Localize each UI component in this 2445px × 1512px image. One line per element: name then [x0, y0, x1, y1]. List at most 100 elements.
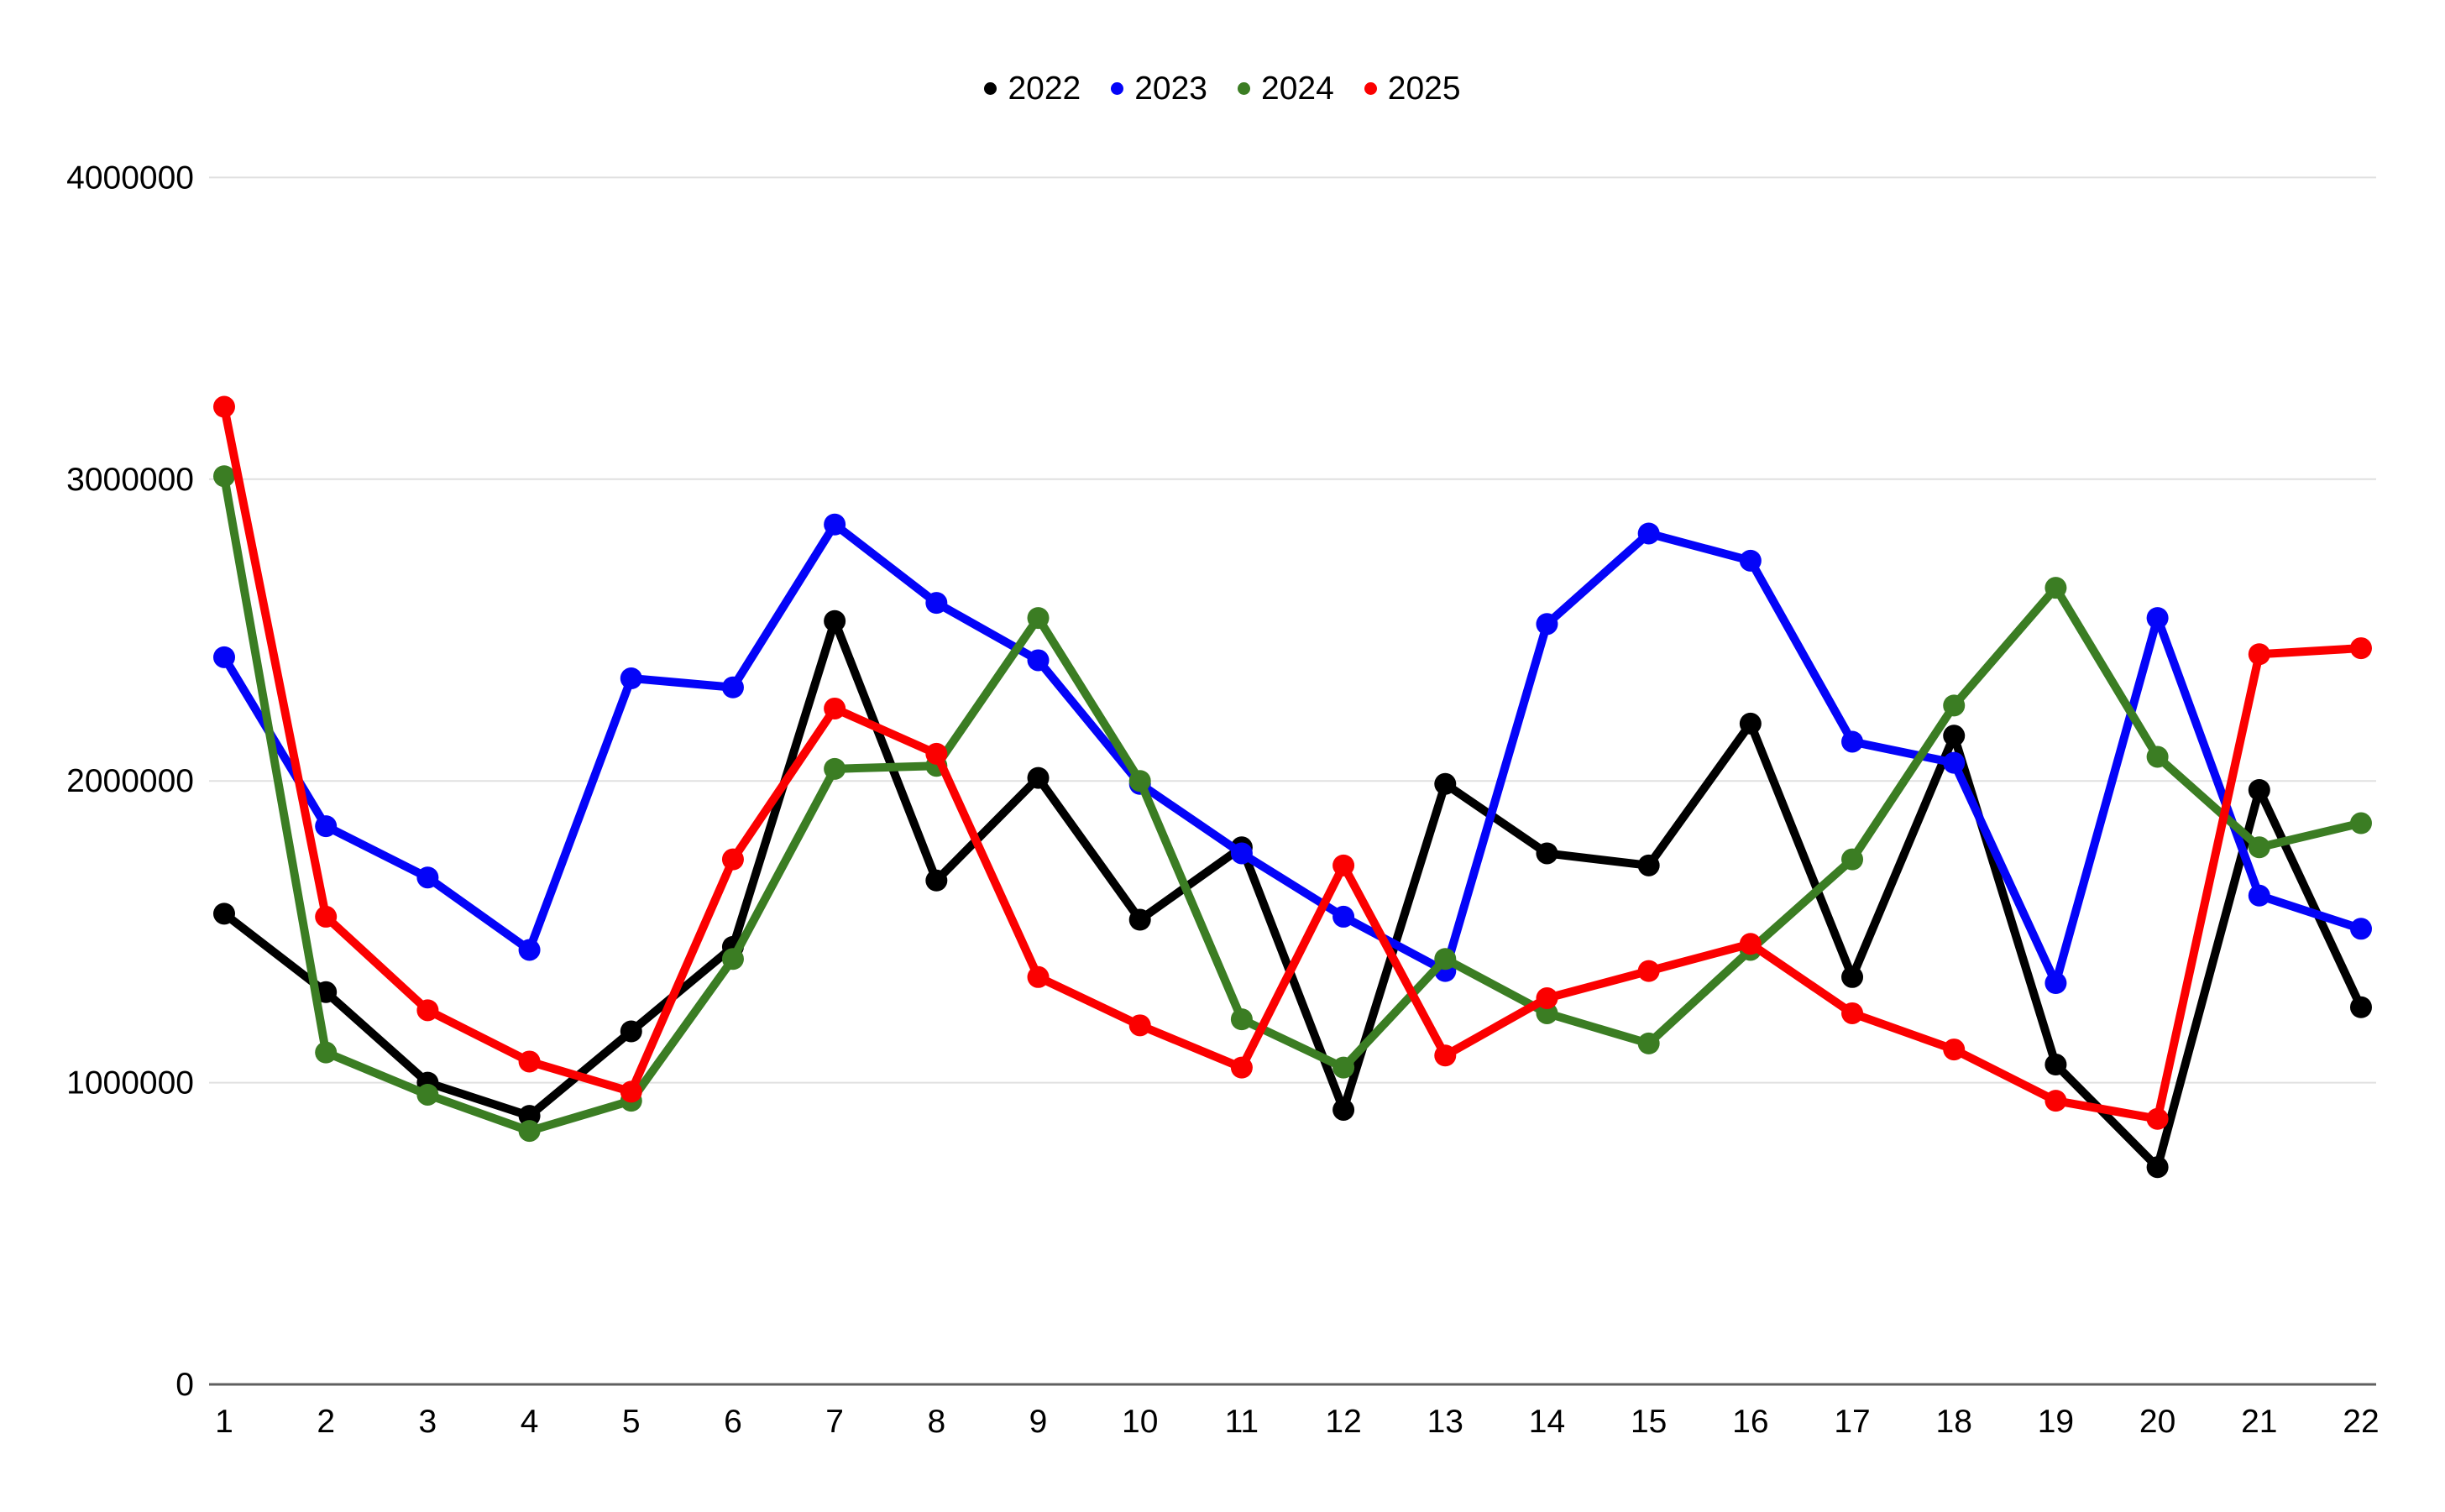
series-2025-point-13: [1434, 1044, 1457, 1067]
series-2025-point-21: [2248, 643, 2270, 666]
x-tick-label-21: 21: [2241, 1404, 2277, 1440]
x-tick-label-11: 11: [1225, 1404, 1259, 1440]
x-tick-label-6: 6: [724, 1404, 742, 1440]
legend-label-2022: 2022: [1008, 71, 1081, 107]
legend-dot-2023-icon: [1111, 82, 1124, 95]
series-2022-point-16: [1739, 712, 1762, 735]
x-tick-label-18: 18: [1936, 1404, 1972, 1440]
series-2025-point-4: [518, 1050, 541, 1073]
x-tick-label-14: 14: [1529, 1404, 1565, 1440]
series-2024-point-3: [416, 1083, 439, 1106]
series-2025-point-20: [2146, 1107, 2169, 1130]
series-2022-point-8: [925, 869, 948, 892]
series-2023-point-7: [824, 513, 846, 536]
series-2024-point-6: [721, 948, 744, 971]
y-tick-label-0: 0: [175, 1367, 194, 1403]
series-2025-point-14: [1536, 986, 1558, 1009]
series-2023-line: [220, 520, 2365, 987]
series-2025-point-10: [1128, 1014, 1151, 1037]
series-2025-point-6: [721, 848, 744, 871]
x-tick-label-20: 20: [2139, 1404, 2175, 1440]
series-2025-point-9: [1027, 965, 1050, 988]
series-2023-point-3: [416, 866, 439, 889]
y-tick-label-4000000: 4000000: [66, 160, 194, 196]
series-2022-point-14: [1536, 842, 1558, 865]
series-2024-point-19: [2044, 577, 2067, 599]
x-tick-label-22: 22: [2343, 1404, 2379, 1440]
series-2023-point-14: [1536, 613, 1558, 636]
legend-item-2023[interactable]: 2023: [1111, 72, 1207, 105]
series-2024-point-13: [1434, 948, 1457, 971]
series-2023-point-9: [1027, 649, 1050, 672]
chart-legend: 2022 2023 2024 2025: [0, 72, 2445, 105]
y-tick-label-2000000: 2000000: [66, 763, 194, 799]
series-2024-point-15: [1637, 1032, 1660, 1054]
series-2024-point-2: [315, 1041, 338, 1064]
x-tick-label-16: 16: [1732, 1404, 1768, 1440]
x-tick-label-7: 7: [825, 1404, 844, 1440]
legend-item-2024[interactable]: 2024: [1238, 72, 1334, 105]
series-2025-point-3: [416, 999, 439, 1022]
series-2025-point-2: [315, 905, 338, 928]
series-2023-point-20: [2146, 607, 2169, 630]
x-tick-label-12: 12: [1325, 1404, 1361, 1440]
series-2022-point-20: [2146, 1156, 2169, 1179]
series-2023-point-1: [213, 646, 235, 668]
legend-item-2025[interactable]: 2025: [1364, 72, 1461, 105]
x-tick-label-5: 5: [622, 1404, 641, 1440]
legend-dot-2024-icon: [1238, 82, 1250, 95]
x-tick-label-1: 1: [215, 1404, 233, 1440]
series-2025-point-22: [2349, 637, 2372, 660]
series-2022-point-4: [518, 1105, 541, 1127]
series-2025-point-7: [824, 697, 846, 719]
x-tick-label-17: 17: [1834, 1404, 1870, 1440]
series-2025-point-5: [620, 1080, 642, 1103]
series-2025-point-18: [1943, 1039, 1966, 1061]
series-2023-point-19: [2044, 971, 2067, 994]
series-2022-point-15: [1637, 854, 1660, 876]
series-2022-point-17: [1841, 965, 1864, 988]
series-2025-point-1: [213, 395, 235, 418]
series-2022-point-7: [824, 610, 846, 632]
series-2025-point-8: [925, 742, 948, 765]
series-2023-point-17: [1841, 730, 1864, 753]
legend-label-2025: 2025: [1387, 71, 1461, 107]
series-2024-point-7: [824, 757, 846, 780]
series-2025-point-19: [2044, 1090, 2067, 1112]
series-2022-point-19: [2044, 1054, 2067, 1076]
series-2024-point-14: [1536, 1002, 1558, 1024]
x-tick-label-19: 19: [2038, 1404, 2074, 1440]
legend-dot-2025-icon: [1364, 82, 1377, 95]
series-2023-point-15: [1637, 522, 1660, 545]
series-2025-point-11: [1230, 1056, 1253, 1079]
series-2025-point-17: [1841, 1002, 1864, 1024]
series-2023-point-12: [1332, 905, 1355, 928]
series-2022-point-10: [1128, 908, 1151, 931]
series-2025-point-16: [1739, 933, 1762, 955]
series-2022-point-22: [2349, 996, 2372, 1018]
legend-label-2024: 2024: [1261, 71, 1334, 107]
legend-dot-2022-icon: [984, 82, 997, 95]
series-2022-point-9: [1027, 766, 1050, 789]
series-2023-point-18: [1943, 751, 1966, 774]
series-2022-point-12: [1332, 1098, 1355, 1121]
series-2022-point-21: [2248, 778, 2270, 801]
y-tick-label-3000000: 3000000: [66, 462, 194, 498]
series-2022-point-18: [1943, 725, 1966, 747]
x-tick-label-8: 8: [927, 1404, 945, 1440]
series-2024-point-22: [2349, 812, 2372, 834]
series-2024-point-4: [518, 1120, 541, 1143]
series-2024-point-10: [1128, 770, 1151, 793]
series-2023-point-16: [1739, 549, 1762, 572]
series-2025-line: [220, 402, 2365, 1123]
legend-label-2023: 2023: [1134, 71, 1207, 107]
x-tick-label-3: 3: [419, 1404, 437, 1440]
x-tick-label-15: 15: [1631, 1404, 1667, 1440]
series-2023-point-5: [620, 667, 642, 690]
series-2023-point-11: [1230, 842, 1253, 865]
series-2025-point-15: [1637, 960, 1660, 982]
legend-item-2022[interactable]: 2022: [984, 72, 1081, 105]
series-2023-point-6: [721, 676, 744, 698]
